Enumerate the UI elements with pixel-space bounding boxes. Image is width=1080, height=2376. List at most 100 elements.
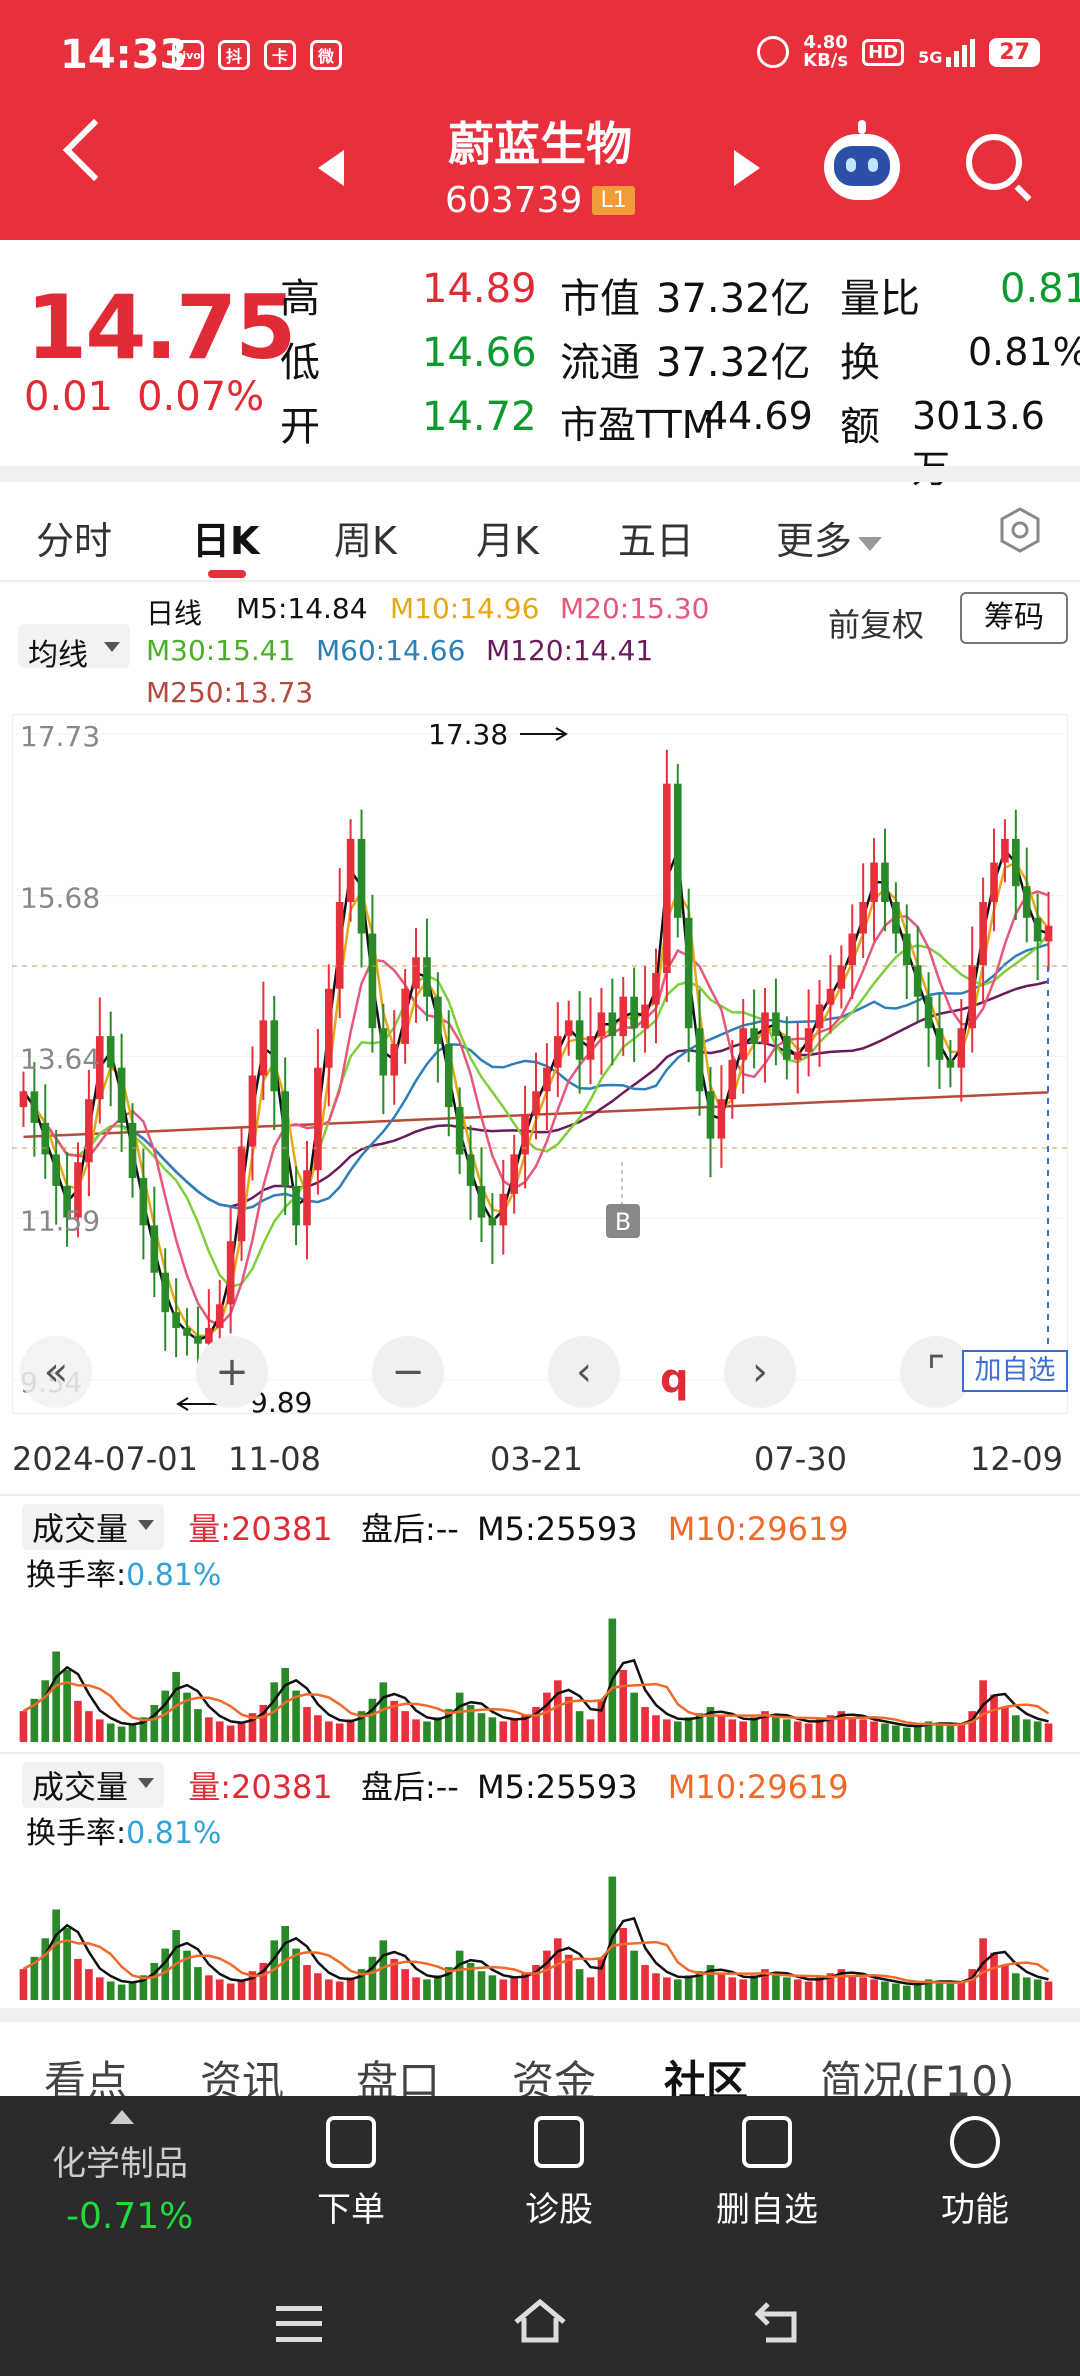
order-button[interactable]: 下单	[286, 2116, 416, 2231]
tab-community[interactable]: 社区	[664, 2057, 749, 2100]
info-tabs: 看点 资讯 盘口 资金 社区 简况(F10)	[0, 2020, 1080, 2100]
volume-bar	[379, 1940, 388, 2000]
rewind-button[interactable]: «	[20, 1336, 92, 1408]
tab-weekly-k[interactable]: 周K	[334, 519, 397, 563]
chips-button[interactable]: 筹码	[960, 592, 1068, 644]
volume-bar	[444, 1709, 453, 1742]
candle-body	[128, 1122, 137, 1179]
candle-body	[30, 1091, 39, 1123]
status-bar: 14:33 vivo 抖 卡 微 4.80 KB/s HD 5G 27	[0, 0, 1080, 116]
adjust-toggle[interactable]: 前复权	[828, 606, 925, 644]
volume-bar	[968, 1969, 977, 2000]
tab-orderbook[interactable]: 盘口	[356, 2057, 441, 2100]
tab-more[interactable]: 更多	[776, 510, 883, 565]
add-watchlist-button[interactable]: 加自选	[962, 1350, 1068, 1392]
tab-monthly-k[interactable]: 月K	[476, 519, 539, 563]
scroll-right-button[interactable]: ›	[724, 1336, 796, 1408]
volume-bar	[783, 1977, 791, 2000]
volume-bar	[30, 1956, 39, 2000]
volume-bar	[205, 1717, 213, 1742]
tab-news[interactable]: 资讯	[200, 2057, 285, 2100]
candle-body	[652, 972, 660, 1005]
candle-body	[510, 1154, 519, 1194]
scroll-left-button[interactable]: ‹	[548, 1336, 620, 1408]
candle-body	[205, 1327, 213, 1344]
volume-bar	[41, 1680, 50, 1742]
after-hours-2: 盘后:--	[360, 1768, 459, 1806]
volume-bar	[292, 1690, 300, 1742]
volume-header-1: 成交量 量:20381 盘后:-- M5:25593 M10:29619	[22, 1504, 849, 1550]
volume-bar	[695, 1713, 704, 1742]
volume-select-2[interactable]: 成交量	[22, 1762, 165, 1808]
settings-hex-icon[interactable]	[996, 506, 1044, 554]
volume-bar	[979, 1938, 987, 2000]
tab-funds[interactable]: 资金	[512, 2057, 597, 2100]
volume-panel-2: 成交量 量:20381 盘后:-- M5:25593 M10:29619 换手率…	[0, 1752, 1080, 2008]
y-tick-1: 15.68	[20, 882, 100, 915]
order-icon	[326, 2116, 376, 2168]
candle-body	[761, 1012, 769, 1044]
x-label-4: 12-09	[970, 1440, 1063, 1478]
volume-bar	[128, 1981, 137, 2000]
remove-watch-button[interactable]: 删自选	[702, 2116, 832, 2231]
tab-five-day[interactable]: 五日	[618, 519, 695, 563]
volume-value-1: 量:20381	[188, 1510, 333, 1548]
home-icon[interactable]	[512, 2296, 568, 2346]
tab-intraday[interactable]: 分时	[36, 519, 113, 563]
prev-stock-icon[interactable]	[318, 150, 344, 186]
volume-bar	[750, 1717, 758, 1742]
q-marker[interactable]: q	[660, 1356, 689, 1402]
volume-bar	[1012, 1973, 1020, 2000]
tab-daily-k[interactable]: 日K	[192, 519, 260, 563]
low-label: 低	[280, 340, 320, 386]
menu-icon[interactable]	[276, 2306, 322, 2342]
volume-bar	[324, 1979, 333, 2000]
volume-bar	[717, 1973, 726, 2000]
high-value: 14.89	[422, 266, 537, 312]
function-button[interactable]: 功能	[910, 2116, 1040, 2231]
volume-bar	[30, 1698, 39, 1742]
diagnose-button[interactable]: 诊股	[494, 2116, 624, 2231]
search-icon[interactable]	[966, 134, 1022, 190]
douyin-app-icon: 抖	[218, 40, 250, 70]
volume-bar	[139, 1717, 148, 1742]
volume-bar	[892, 1983, 900, 2000]
volume-bar	[1001, 1965, 1009, 2000]
volume-bar	[95, 1977, 104, 2000]
volume-bar	[466, 1704, 475, 1742]
robot-antenna	[858, 120, 866, 134]
volume-select-1[interactable]: 成交量	[22, 1504, 165, 1550]
candle-body	[543, 1067, 551, 1092]
tab-highlights[interactable]: 看点	[44, 2057, 129, 2100]
candle-body	[837, 965, 846, 989]
zoom-out-button[interactable]: −	[372, 1336, 444, 1408]
sector-name[interactable]: 化学制品	[52, 2144, 188, 2184]
turnover-label: 换	[840, 340, 880, 386]
volume-bar	[368, 1956, 377, 2000]
chevron-up-icon[interactable]	[110, 2110, 134, 2124]
volume-bars-2	[19, 1876, 1053, 2000]
b-marker-badge[interactable]	[606, 1204, 640, 1238]
tab-f10[interactable]: 简况(F10)	[820, 2057, 1015, 2100]
zoom-in-button[interactable]: +	[196, 1336, 268, 1408]
volume-bar	[673, 1979, 682, 2000]
open-label: 开	[280, 404, 320, 450]
volume-bar	[597, 1700, 606, 1742]
ma-select[interactable]: 均线	[18, 624, 130, 673]
candle-body	[521, 1114, 529, 1155]
volume-bar	[750, 1975, 758, 2000]
ai-robot-icon[interactable]	[824, 120, 900, 200]
volume-bar	[859, 1977, 867, 2000]
wechat-app-icon: 微	[310, 40, 342, 70]
volume-bar	[946, 1983, 955, 2000]
network-type-label: 5G	[918, 48, 943, 67]
candle-body	[772, 1012, 780, 1037]
candle-body	[248, 1075, 257, 1147]
price-change: 0.01 0.07%	[24, 374, 264, 420]
level-badge[interactable]: L1	[592, 186, 635, 215]
next-stock-icon[interactable]	[734, 150, 760, 186]
back-icon[interactable]	[754, 2300, 804, 2344]
fullscreen-icon[interactable]: ⌜	[900, 1336, 972, 1408]
vol-m10-2: M10:29619	[667, 1768, 849, 1806]
